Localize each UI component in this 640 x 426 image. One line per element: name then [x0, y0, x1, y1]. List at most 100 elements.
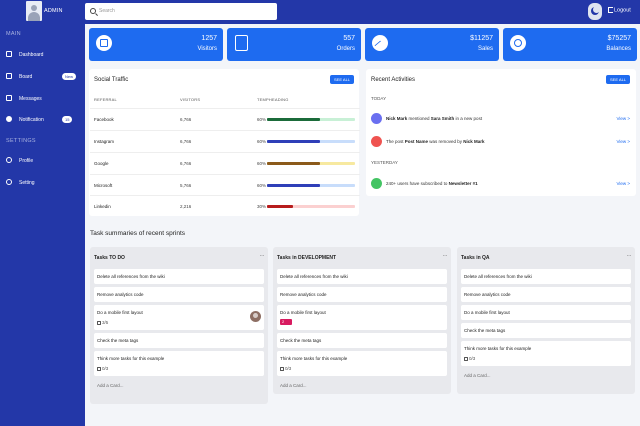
stat-card-orders[interactable]: 557 Orders: [227, 28, 361, 61]
sidebar-item-label: Messages: [19, 96, 42, 102]
task-card[interactable]: Delete all references from the wiki: [461, 269, 631, 284]
percent-label: 60%: [257, 161, 267, 166]
task-card[interactable]: Do a mobile first layout: [461, 305, 631, 320]
task-card[interactable]: Delete all references from the wiki: [94, 269, 264, 284]
percent-label: 60%: [257, 117, 267, 122]
more-options-icon[interactable]: ···: [626, 253, 632, 259]
activity-item[interactable]: 240+ users have subscribed to Newsletter…: [366, 173, 636, 195]
task-card[interactable]: Check the meta tags: [277, 333, 447, 348]
progress-bar: [267, 205, 355, 208]
referral-name: Google: [94, 161, 109, 166]
progress-bar: [267, 162, 355, 165]
task-title: Think more tasks for this example: [464, 346, 532, 351]
kanban-column: Tasks in DEVELOPMENT ··· Delete all refere…: [273, 247, 451, 394]
dark-mode-toggle[interactable]: [588, 3, 602, 20]
kanban-title: Task summaries of recent sprints: [90, 230, 186, 237]
add-card-button[interactable]: Add a Card...: [464, 373, 491, 378]
more-options-icon[interactable]: ···: [259, 253, 265, 259]
table-row: Google 6,766 60%: [90, 152, 360, 174]
task-card[interactable]: Think more tasks for this example 0/3: [94, 351, 264, 376]
see-all-button[interactable]: SEE ALL: [606, 75, 631, 84]
progress-fill: [267, 205, 294, 208]
at-sign-icon: [371, 113, 382, 124]
stat-card-sales[interactable]: $11257 Sales: [365, 28, 499, 61]
kanban-column: Tasks TO DO ··· Delete all references from…: [90, 247, 268, 404]
new-badge: New: [62, 73, 77, 80]
task-title: Delete all references from the wiki: [280, 274, 348, 279]
progress-bar: [267, 118, 355, 121]
search-input[interactable]: [99, 5, 269, 17]
stat-card-balances[interactable]: $75257 Balances: [503, 28, 637, 61]
setting-icon: [6, 179, 12, 185]
view-link[interactable]: View >: [616, 139, 630, 144]
sidebar-item-messages[interactable]: Messages: [6, 93, 80, 105]
search-box[interactable]: [85, 3, 277, 20]
bank-icon: [96, 35, 112, 51]
progress-fill: [267, 184, 320, 187]
task-card[interactable]: Think more tasks for this example 0/3: [461, 341, 631, 366]
task-card[interactable]: Think more tasks for this example 0/3: [277, 351, 447, 376]
dollar-icon: [510, 35, 526, 51]
stat-label: Orders: [336, 46, 355, 52]
stat-card-visitors[interactable]: 1257 Visitors: [89, 28, 223, 61]
task-card[interactable]: Check the meta tags: [461, 323, 631, 338]
stat-value: $11257: [470, 35, 493, 42]
table-row: Instagram 6,766 60%: [90, 130, 360, 152]
more-options-icon[interactable]: ···: [442, 253, 448, 259]
label-badge: 2: [280, 319, 292, 325]
board-icon: [6, 73, 12, 79]
task-title: Delete all references from the wiki: [464, 274, 532, 279]
checklist-count: 0/3: [97, 366, 108, 371]
sidebar-item-dashboard[interactable]: Dashboard: [6, 49, 80, 61]
view-link[interactable]: View >: [616, 181, 630, 186]
checklist-icon: [97, 320, 101, 325]
panel-title: Recent Activities: [371, 77, 416, 83]
task-card[interactable]: Check the meta tags: [94, 333, 264, 348]
logout-button[interactable]: Logout: [608, 7, 631, 13]
messages-icon: [6, 95, 12, 101]
task-card[interactable]: Delete all references from the wiki: [277, 269, 447, 284]
sidebar-item-label: Profile: [19, 158, 34, 164]
stat-label: Balances: [606, 46, 631, 52]
column-title: Tasks in DEVELOPMENT: [277, 255, 337, 261]
dashboard-icon: [6, 51, 12, 57]
task-card[interactable]: Do a mobile first layout 3/5: [94, 305, 264, 330]
yesterday-label: YESTERDAY: [371, 160, 398, 165]
activity-item[interactable]: Nick Mark mentioned Sara Smith in a new …: [366, 108, 636, 130]
checklist-icon: [97, 366, 101, 371]
checklist-icon: [280, 366, 284, 371]
task-card[interactable]: Remove analytics code: [277, 287, 447, 302]
task-title: Remove analytics code: [464, 292, 511, 297]
sidebar-item-board[interactable]: Board New: [6, 71, 80, 83]
add-card-button[interactable]: Add a Card...: [280, 383, 307, 388]
task-card[interactable]: Do a mobile first layout 2: [277, 305, 447, 330]
users-icon: [371, 178, 382, 189]
activity-item[interactable]: The post Post Name was removed by Nick M…: [366, 131, 636, 153]
task-card[interactable]: Remove analytics code: [94, 287, 264, 302]
referral-name: Instagram: [94, 139, 115, 144]
activity-text: 240+ users have subscribed to Newsletter…: [386, 181, 478, 186]
panel-title: Social Traffic: [94, 77, 129, 83]
sidebar-item-setting[interactable]: Setting: [6, 177, 80, 189]
visitor-count: 6,766: [180, 161, 192, 166]
stat-value: 1257: [201, 35, 217, 42]
sidebar-item-label: Setting: [19, 180, 35, 186]
column-header-visitors: VISITORS: [180, 97, 201, 102]
checklist-count: 3/5: [97, 320, 108, 325]
referral-name: Linkedin: [94, 204, 111, 209]
view-link[interactable]: View >: [616, 116, 630, 121]
top-bar: ADMIN Logout: [0, 0, 640, 24]
sidebar: MAIN Dashboard Board New Messages Notifi…: [0, 24, 85, 426]
progress-fill: [267, 118, 320, 121]
brand[interactable]: ADMIN: [26, 1, 86, 22]
add-card-button[interactable]: Add a Card...: [97, 383, 124, 388]
assignee-avatar: [250, 311, 261, 322]
sidebar-item-notification[interactable]: Notification 15: [6, 114, 80, 126]
sidebar-item-profile[interactable]: Profile: [6, 155, 80, 167]
see-all-button[interactable]: SEE ALL: [330, 75, 355, 84]
stat-value: 557: [343, 35, 355, 42]
task-card[interactable]: Remove analytics code: [461, 287, 631, 302]
progress-fill: [267, 140, 320, 143]
today-label: TODAY: [371, 96, 387, 101]
task-title: Check the meta tags: [97, 338, 139, 343]
